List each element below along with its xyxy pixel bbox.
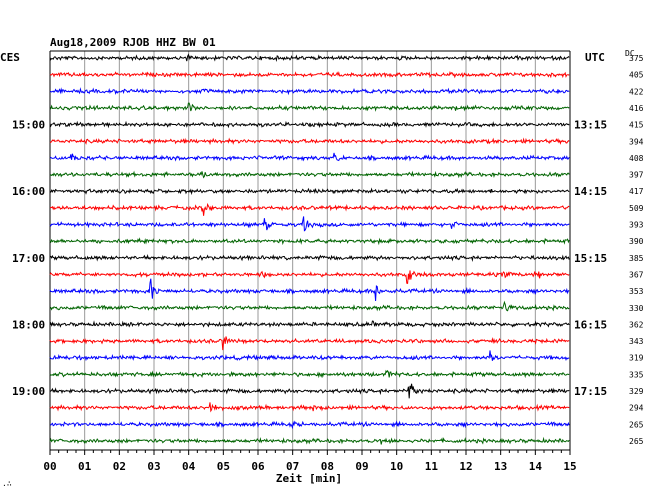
dc-value-label: 319 bbox=[629, 354, 644, 363]
dc-value-label: 353 bbox=[629, 287, 644, 296]
dc-value-label: 375 bbox=[629, 54, 644, 63]
trace-row-9 bbox=[49, 187, 570, 196]
x-tick-label: 00 bbox=[43, 460, 56, 473]
trace-row-15 bbox=[49, 278, 570, 302]
left-hour-label: 17:00 bbox=[12, 252, 45, 265]
dc-column-header: DC bbox=[625, 49, 635, 58]
right-hour-label: 16:15 bbox=[574, 318, 607, 331]
dc-value-label: 416 bbox=[629, 104, 644, 113]
x-tick-label: 09 bbox=[355, 460, 368, 473]
dc-value-label: 294 bbox=[629, 404, 644, 413]
trace-row-18 bbox=[49, 336, 570, 351]
trace-row-1 bbox=[49, 53, 570, 63]
dc-value-label: 408 bbox=[629, 154, 644, 163]
left-timezone-label: CES bbox=[0, 51, 20, 64]
dc-value-label: 265 bbox=[629, 420, 644, 429]
x-tick-label: 07 bbox=[286, 460, 299, 473]
trace-row-19 bbox=[49, 350, 570, 362]
trace-row-24 bbox=[49, 436, 570, 445]
trace-row-10 bbox=[49, 202, 570, 216]
x-tick-label: 10 bbox=[390, 460, 403, 473]
x-tick-label: 05 bbox=[217, 460, 230, 473]
chart-title: Aug18,2009 RJOB HHZ BW 01 bbox=[50, 36, 216, 49]
right-hour-label: 15:15 bbox=[574, 252, 607, 265]
x-tick-label: 14 bbox=[529, 460, 543, 473]
dc-value-label: 405 bbox=[629, 71, 644, 80]
dc-value-label: 422 bbox=[629, 87, 644, 96]
x-tick-label: 13 bbox=[494, 460, 507, 473]
dc-value-label: 329 bbox=[629, 387, 644, 396]
trace-row-14 bbox=[49, 270, 570, 285]
x-tick-label: 15 bbox=[563, 460, 576, 473]
trace-group bbox=[49, 53, 570, 445]
trace-row-22 bbox=[49, 402, 570, 413]
x-tick-label: 02 bbox=[113, 460, 126, 473]
trace-row-5 bbox=[49, 120, 570, 129]
dc-value-label: 394 bbox=[629, 137, 644, 146]
dc-value-label: 417 bbox=[629, 187, 644, 196]
trace-row-13 bbox=[49, 254, 570, 262]
dc-value-label: 330 bbox=[629, 304, 644, 313]
trace-row-16 bbox=[49, 300, 570, 312]
trace-row-21 bbox=[49, 383, 570, 399]
time-grid bbox=[49, 50, 571, 455]
trace-row-17 bbox=[49, 320, 570, 328]
dc-value-label: 265 bbox=[629, 437, 644, 446]
x-tick-label: 06 bbox=[251, 460, 265, 473]
corner-mark: .∴ bbox=[2, 479, 12, 488]
dc-value-label: 343 bbox=[629, 337, 644, 346]
trace-row-20 bbox=[49, 369, 570, 379]
trace-row-11 bbox=[49, 216, 570, 232]
dc-value-label: 362 bbox=[629, 320, 644, 329]
left-hour-label: 16:00 bbox=[12, 185, 45, 198]
x-tick-label: 08 bbox=[321, 460, 334, 473]
dc-value-label: 509 bbox=[629, 204, 644, 213]
trace-row-4 bbox=[49, 102, 570, 112]
x-tick-label: 03 bbox=[147, 460, 160, 473]
left-hour-label: 19:00 bbox=[12, 385, 45, 398]
left-hour-label: 18:00 bbox=[12, 318, 45, 331]
x-axis-tick-labels: 00 01 02 03 04 05 06 07 08 09 10 11 12 13 14 15 bbox=[43, 460, 576, 473]
dc-value-label: 397 bbox=[629, 171, 644, 180]
dc-value-label: 390 bbox=[629, 237, 644, 246]
x-tick-label: 04 bbox=[182, 460, 196, 473]
trace-row-3 bbox=[49, 87, 570, 96]
trace-row-12 bbox=[49, 237, 570, 246]
trace-row-8 bbox=[49, 170, 570, 179]
dc-value-label: 367 bbox=[629, 270, 644, 279]
x-tick-label: 01 bbox=[78, 460, 92, 473]
right-hour-label: 13:15 bbox=[574, 119, 607, 132]
dc-value-label: 385 bbox=[629, 254, 644, 263]
x-tick-label: 11 bbox=[425, 460, 439, 473]
x-axis-label: Zeit [min] bbox=[276, 472, 342, 485]
dc-value-label: 335 bbox=[629, 370, 644, 379]
trace-row-23 bbox=[49, 420, 570, 430]
right-hour-label: 17:15 bbox=[574, 385, 607, 398]
trace-row-2 bbox=[49, 70, 570, 79]
right-timezone-label: UTC bbox=[585, 51, 605, 64]
trace-row-7 bbox=[49, 152, 570, 162]
dc-value-label: 415 bbox=[629, 121, 644, 130]
left-hour-label: 15:00 bbox=[12, 119, 45, 132]
dc-value-labels: 375 405 422 416 415 394 408 397 417 509 393 390 385 3… bbox=[629, 54, 644, 446]
trace-row-6 bbox=[49, 137, 570, 146]
dc-value-label: 393 bbox=[629, 221, 644, 230]
left-hour-labels: 15:00 16:00 17:00 18:00 19:00 bbox=[12, 119, 45, 398]
right-hour-label: 14:15 bbox=[574, 185, 607, 198]
x-tick-label: 12 bbox=[459, 460, 472, 473]
right-hour-labels: 13:15 14:15 15:15 16:15 17:15 bbox=[574, 119, 607, 398]
